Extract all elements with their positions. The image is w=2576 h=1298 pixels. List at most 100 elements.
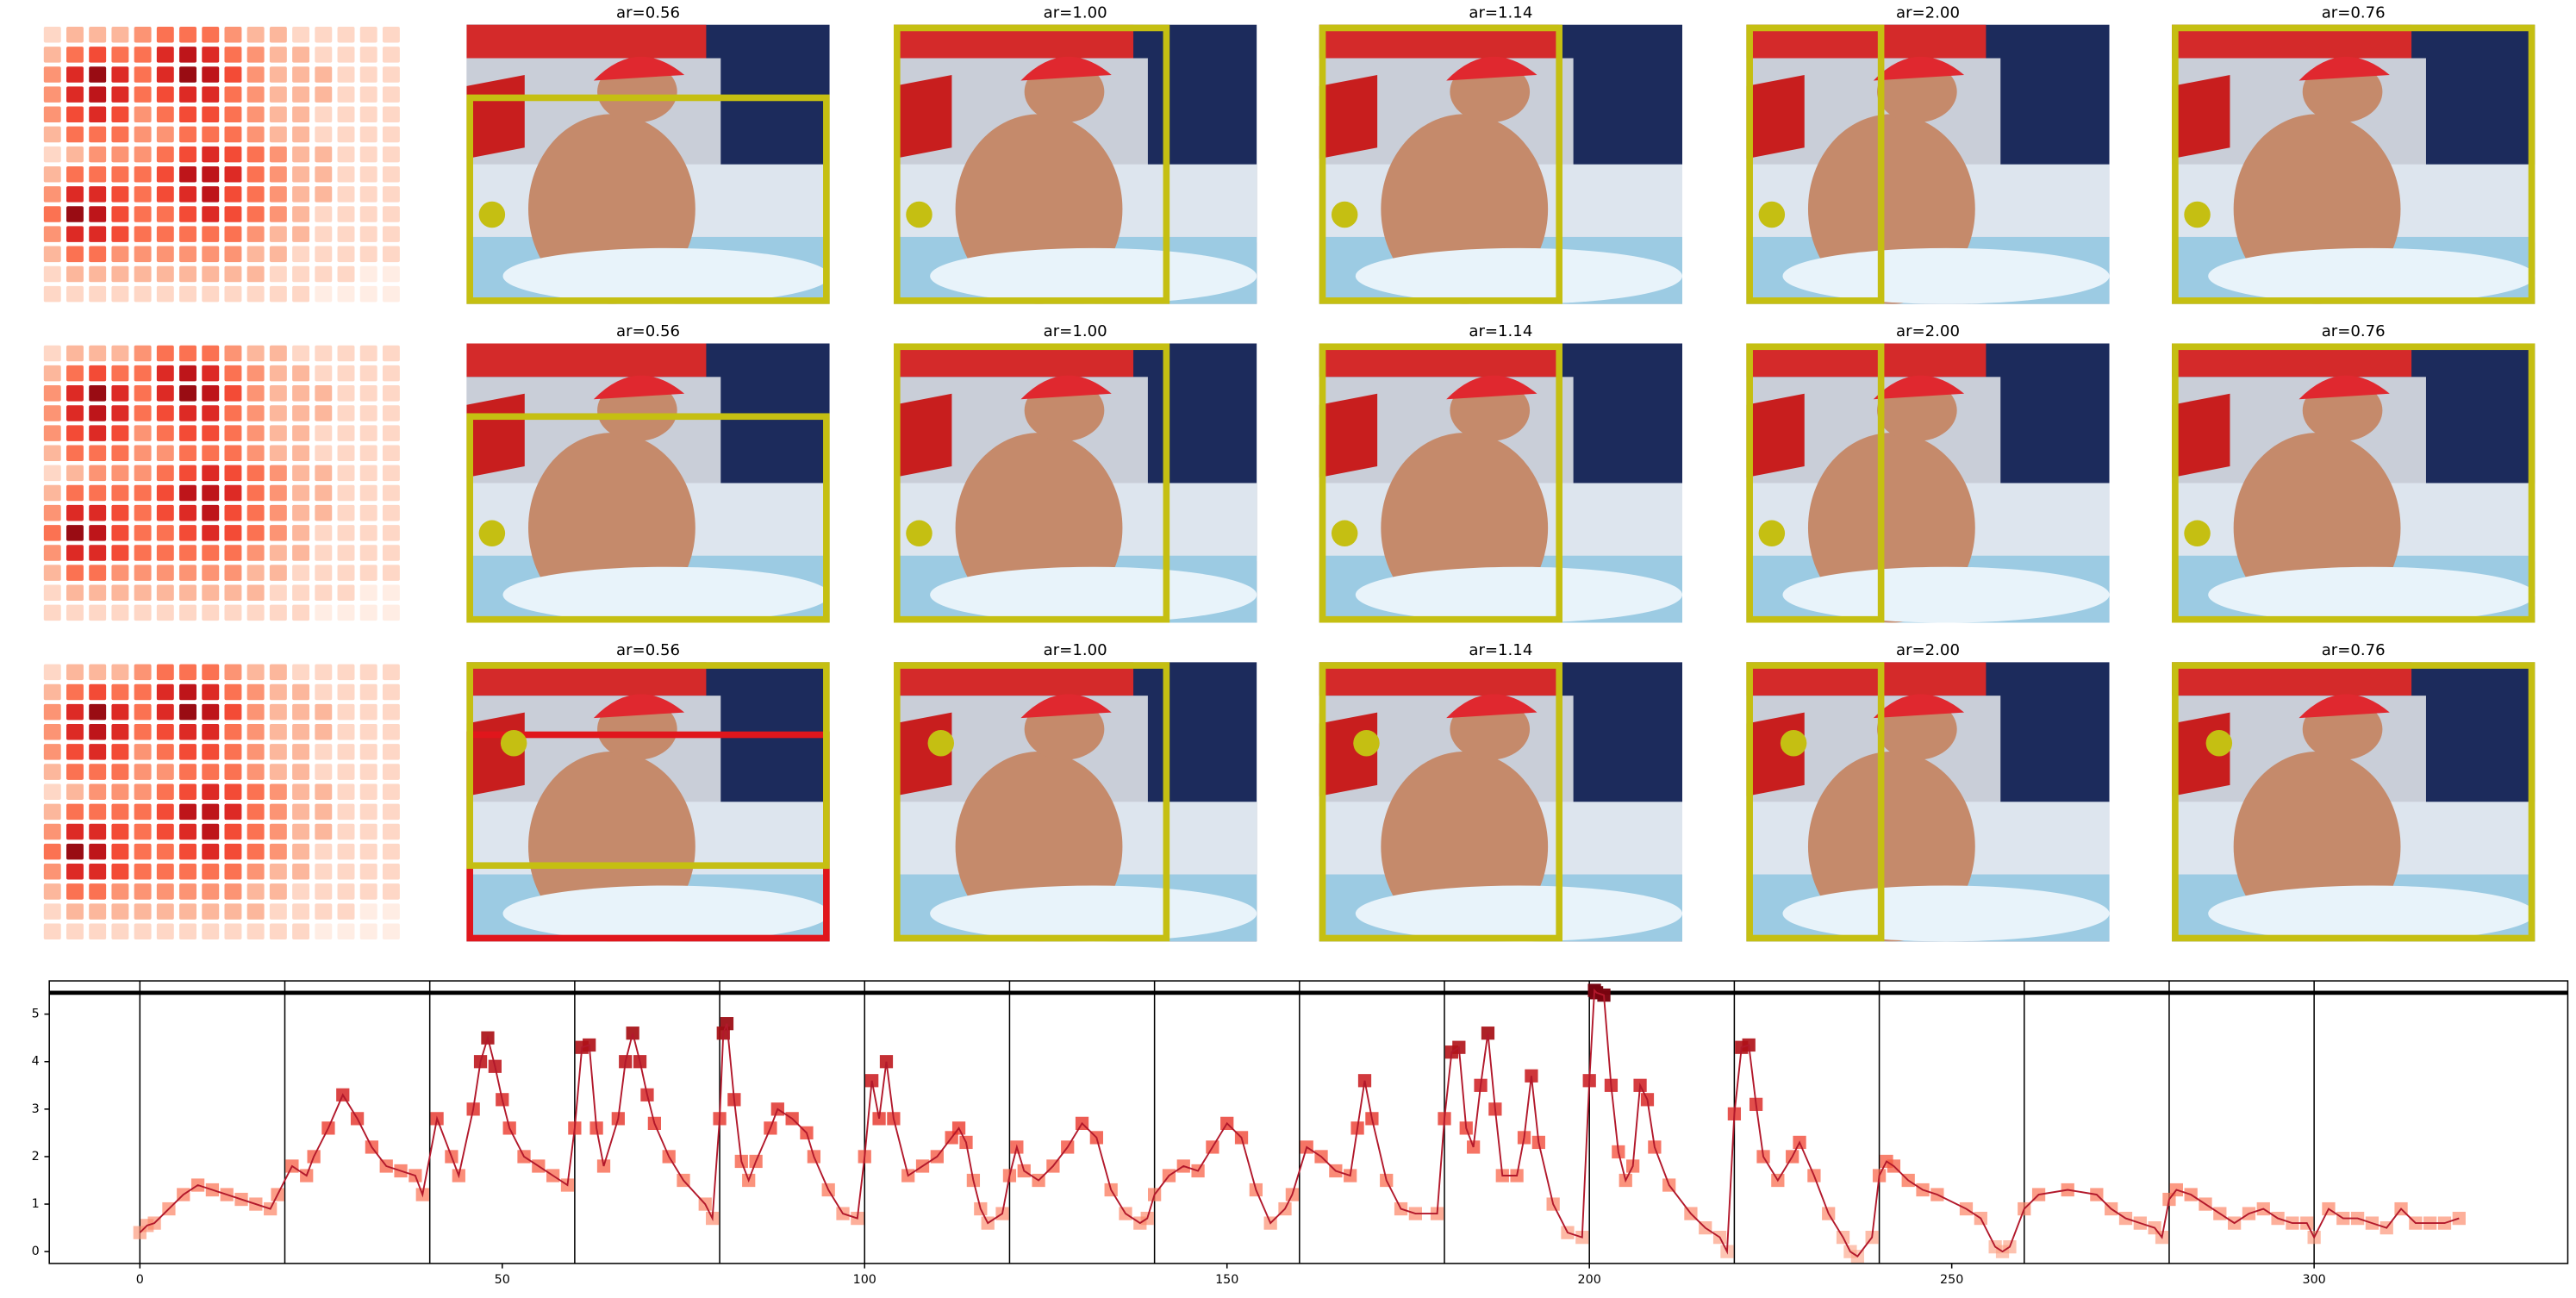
heatmap-cell: [66, 803, 84, 821]
heatmap-cell: [179, 365, 196, 382]
heatmap-cell: [246, 923, 265, 939]
heatmap-cell: [359, 525, 377, 541]
heatmap-cell: [315, 584, 333, 602]
heatmap-cell: [134, 565, 152, 581]
heatmap-cell: [337, 385, 355, 402]
heatmap-cell: [382, 525, 400, 541]
heatmap-cell: [224, 545, 242, 561]
heatmap-cell: [202, 106, 220, 123]
heatmap-cell: [337, 265, 355, 283]
heatmap-cell: [269, 265, 287, 283]
heatmap-cell: [134, 504, 152, 521]
heatmap-cell: [382, 484, 400, 502]
y-tick-label: 1: [32, 1197, 40, 1211]
heatmap-cell: [359, 703, 377, 721]
heatmap-cell: [66, 465, 84, 482]
heatmap-cell: [89, 484, 107, 502]
keypoint: [1331, 520, 1358, 547]
heatmap-cell: [111, 664, 129, 681]
heatmap-cell: [224, 126, 242, 143]
heatmap-cell: [337, 226, 355, 242]
heatmap-cell: [156, 843, 174, 860]
heatmap-cell: [337, 584, 355, 602]
x-tick-label: 100: [853, 1273, 876, 1287]
heatmap-cell: [292, 604, 310, 621]
photo: [1319, 662, 1682, 942]
heatmap-cell: [337, 146, 355, 163]
yellow-box: [2172, 343, 2535, 623]
heatmap-cell: [179, 246, 196, 263]
heatmap-cell: [292, 425, 310, 441]
heatmap-cell: [224, 724, 242, 740]
heatmap-cell: [246, 445, 265, 462]
heatmap-cell: [246, 425, 265, 441]
heatmap-cell: [43, 783, 61, 800]
heatmap-cell: [89, 843, 107, 860]
heatmap-cell: [292, 903, 310, 920]
heatmap-cell: [134, 864, 152, 880]
heatmap-cell: [224, 864, 242, 880]
heatmap-cell: [156, 365, 174, 382]
heatmap-cell: [292, 405, 310, 421]
heatmap-cell: [43, 545, 61, 561]
heatmap-cell: [66, 683, 84, 701]
heatmap-cell: [111, 226, 129, 242]
heatmap-cell: [179, 405, 196, 421]
heatmap-cell: [246, 703, 265, 721]
heatmap-cell: [269, 66, 287, 83]
heatmap-cell: [292, 66, 310, 83]
heatmap-cell: [89, 425, 107, 441]
heatmap-cell: [337, 903, 355, 920]
heatmap-cell: [179, 106, 196, 123]
heatmap-cell: [66, 425, 84, 441]
panel-title: ar=1.00: [1044, 3, 1107, 22]
heatmap-cell: [202, 764, 220, 780]
heatmap-cell: [156, 703, 174, 721]
photo: [894, 24, 1257, 304]
panel-title: ar=2.00: [1896, 3, 1960, 22]
heatmap-cell: [337, 484, 355, 502]
heatmap-cell: [382, 285, 400, 303]
heatmap-cell: [43, 843, 61, 860]
heatmap-cell: [315, 465, 333, 482]
heatmap-cell: [315, 66, 333, 83]
heatmap-cell: [89, 246, 107, 263]
heatmap-cell: [382, 365, 400, 382]
heatmap-cell: [43, 744, 61, 760]
keypoint: [1331, 201, 1358, 228]
heatmap-cell: [202, 484, 220, 502]
photo: [2172, 343, 2535, 623]
heatmap-cell: [66, 126, 84, 143]
heatmap-cell: [292, 923, 310, 939]
heatmap-cell: [246, 803, 265, 821]
heatmap-cell: [337, 47, 355, 63]
heatmap-cell: [246, 484, 265, 502]
heatmap-cell: [315, 744, 333, 760]
heatmap-cell: [66, 604, 84, 621]
heatmap-cell: [202, 584, 220, 602]
heatmap-cell: [43, 26, 61, 43]
heatmap-cell: [179, 664, 196, 681]
heatmap-cell: [89, 565, 107, 581]
heatmap-cell: [156, 86, 174, 103]
heatmap-cell: [292, 545, 310, 561]
heatmap-cell: [315, 484, 333, 502]
heatmap-cell: [292, 265, 310, 283]
heatmap-cell: [179, 504, 196, 521]
heatmap-cell: [156, 465, 174, 482]
heatmap-cell: [179, 864, 196, 880]
series-line: [139, 988, 2460, 1257]
heatmap-cell: [156, 484, 174, 502]
heatmap-cell: [382, 246, 400, 263]
heatmap-cell: [224, 584, 242, 602]
heatmap-cell: [292, 226, 310, 242]
heatmap-cell: [224, 365, 242, 382]
heatmap-cell: [89, 265, 107, 283]
heatmap-cell: [269, 445, 287, 462]
heatmap-cell: [156, 126, 174, 143]
heatmap-cell: [134, 425, 152, 441]
heatmap-cell: [224, 604, 242, 621]
heatmap-cell: [179, 86, 196, 103]
heatmap-cell: [246, 186, 265, 203]
